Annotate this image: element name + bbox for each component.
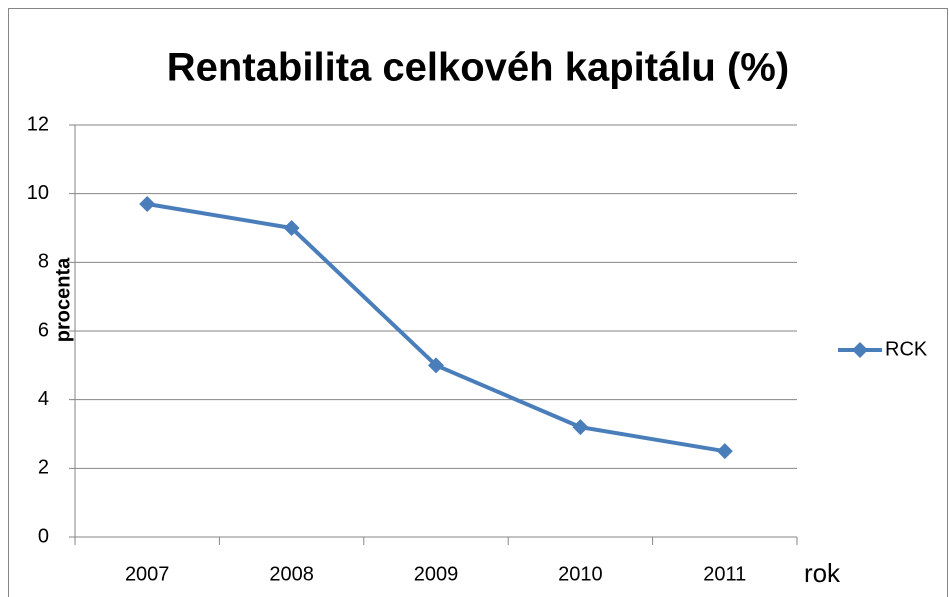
y-tick-label: 10 <box>27 182 49 204</box>
y-axis-label: procenta <box>52 257 74 342</box>
marker <box>283 220 300 236</box>
y-tick-label: 0 <box>38 525 49 547</box>
y-tick-label: 8 <box>38 251 49 273</box>
x-tick-label: 2010 <box>558 563 603 585</box>
marker <box>428 357 444 374</box>
x-tick-label: 2009 <box>414 563 459 585</box>
y-tick-label: 6 <box>38 319 49 341</box>
x-tick-label: 2008 <box>269 563 314 585</box>
x-tick-label: 2007 <box>125 563 170 585</box>
chart-frame <box>8 8 948 597</box>
legend-marker <box>852 342 868 358</box>
x-tick-label: 2011 <box>703 563 746 585</box>
y-tick-label: 2 <box>38 457 49 479</box>
legend-label: RCK <box>885 338 928 360</box>
marker <box>572 419 589 436</box>
marker <box>716 443 733 460</box>
marker <box>139 195 156 212</box>
y-tick-label: 4 <box>38 388 49 410</box>
chart-title: Rentabilita celkovéh kapitálu (%) <box>167 46 789 90</box>
x-axis-label: rok <box>804 558 841 588</box>
y-tick-label: 12 <box>27 113 49 135</box>
